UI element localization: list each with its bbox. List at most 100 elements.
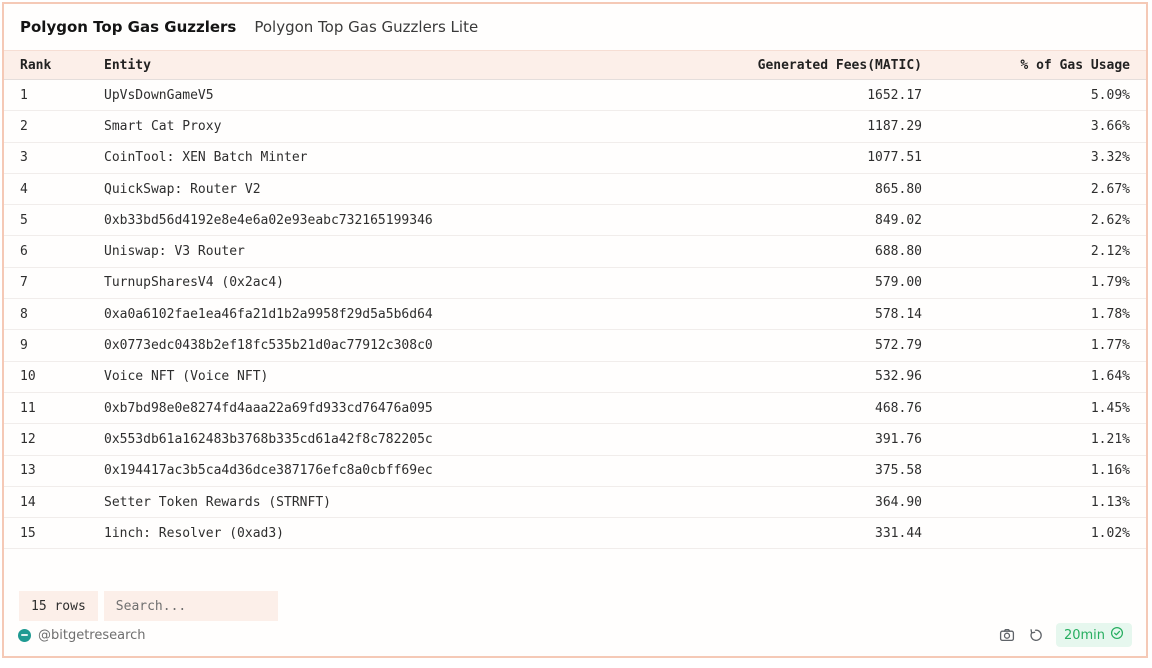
action-buttons: 20min xyxy=(999,623,1132,647)
cell-fees: 849.02 xyxy=(688,204,938,237)
cell-usage: 3.32% xyxy=(938,142,1146,174)
row-count-badge: 15 rows xyxy=(19,591,98,622)
cell-usage: 1.21% xyxy=(938,423,1146,456)
cell-usage: 1.45% xyxy=(938,392,1146,425)
refresh-history-button[interactable] xyxy=(1028,628,1043,643)
bottom-bar: @bitgetresearch xyxy=(4,619,1146,651)
gas-guzzlers-table: Rank Entity Generated Fees(MATIC) % of G… xyxy=(4,50,1146,550)
cell-usage: 1.78% xyxy=(938,298,1146,331)
cell-rank: 9 xyxy=(4,329,88,362)
column-header-usage[interactable]: % of Gas Usage xyxy=(938,50,1146,80)
cell-usage: 3.66% xyxy=(938,110,1146,143)
cell-fees: 364.90 xyxy=(688,486,938,519)
camera-icon xyxy=(999,627,1015,643)
cell-rank: 15 xyxy=(4,517,88,550)
search-input[interactable] xyxy=(103,591,278,622)
table-row: 2 Smart Cat Proxy 1187.29 3.66% xyxy=(4,110,1146,143)
watermark-handle: @bitgetresearch xyxy=(38,627,146,643)
table-row: 13 0x194417ac3b5ca4d36dce387176efc8a0cbff… xyxy=(4,455,1146,487)
cell-rank: 4 xyxy=(4,173,88,206)
table-row: 4 QuickSwap: Router V2 865.80 2.67% xyxy=(4,173,1146,206)
cell-rank: 14 xyxy=(4,486,88,519)
cell-usage: 2.12% xyxy=(938,235,1146,268)
tab-polygon-top-gas-guzzlers[interactable]: Polygon Top Gas Guzzlers xyxy=(20,18,237,36)
table-row: 15 1inch: Resolver (0xad3) 331.44 1.02% xyxy=(4,517,1146,550)
cell-entity: 0x553db61a162483b3768b335cd61a42f8c78220… xyxy=(88,423,688,456)
cell-entity: Uniswap: V3 Router xyxy=(88,235,688,268)
refresh-history-icon xyxy=(1028,628,1043,643)
table-row: 10 Voice NFT (Voice NFT) 532.96 1.64% xyxy=(4,361,1146,393)
table-row: 14 Setter Token Rewards (STRNFT) 364.90 1.1… xyxy=(4,486,1146,519)
cell-entity: Smart Cat Proxy xyxy=(88,110,688,143)
cell-usage: 1.16% xyxy=(938,455,1146,487)
table-row: 12 0x553db61a162483b3768b335cd61a42f8c782… xyxy=(4,423,1146,456)
cell-rank: 5 xyxy=(4,204,88,237)
cell-entity: CoinTool: XEN Batch Minter xyxy=(88,142,688,174)
cell-fees: 578.14 xyxy=(688,298,938,331)
cell-fees: 1652.17 xyxy=(688,79,938,112)
cell-fees: 331.44 xyxy=(688,517,938,550)
cell-fees: 688.80 xyxy=(688,235,938,268)
cell-rank: 1 xyxy=(4,79,88,112)
cell-entity: 0xb7bd98e0e8274fd4aaa22a69fd933cd76476a0… xyxy=(88,392,688,425)
cell-usage: 2.67% xyxy=(938,173,1146,206)
column-header-rank[interactable]: Rank xyxy=(4,50,88,80)
table-row: 1 UpVsDownGameV5 1652.17 5.09% xyxy=(4,79,1146,112)
cell-entity: QuickSwap: Router V2 xyxy=(88,173,688,206)
table-header-row: Rank Entity Generated Fees(MATIC) % of G… xyxy=(4,50,1146,80)
cell-fees: 468.76 xyxy=(688,392,938,425)
cell-usage: 5.09% xyxy=(938,79,1146,112)
cell-fees: 391.76 xyxy=(688,423,938,456)
refresh-interval-badge: 20min xyxy=(1055,623,1132,647)
cell-rank: 3 xyxy=(4,142,88,174)
table-row: 9 0x0773edc0438b2ef18fc535b21d0ac77912c30… xyxy=(4,329,1146,362)
cell-rank: 8 xyxy=(4,298,88,331)
table-controls: 15 rows xyxy=(19,591,1146,622)
cell-fees: 572.79 xyxy=(688,329,938,362)
cell-usage: 1.64% xyxy=(938,361,1146,393)
refresh-interval-label: 20min xyxy=(1063,627,1105,643)
cell-fees: 1187.29 xyxy=(688,110,938,143)
cell-usage: 1.13% xyxy=(938,486,1146,519)
query-result-panel: Polygon Top Gas Guzzlers Polygon Top Gas… xyxy=(2,2,1148,658)
cell-entity: Voice NFT (Voice NFT) xyxy=(88,361,688,393)
table-row: 6 Uniswap: V3 Router 688.80 2.12% xyxy=(4,235,1146,268)
tab-polygon-top-gas-guzzlers-lite[interactable]: Polygon Top Gas Guzzlers Lite xyxy=(254,18,479,36)
check-circle-icon xyxy=(1110,626,1124,644)
cell-rank: 11 xyxy=(4,392,88,425)
table-row: 7 TurnupSharesV4 (0x2ac4) 579.00 1.79% xyxy=(4,267,1146,300)
cell-fees: 1077.51 xyxy=(688,142,938,174)
watermark-link[interactable]: @bitgetresearch xyxy=(18,628,146,643)
cell-entity: UpVsDownGameV5 xyxy=(88,79,688,112)
cell-entity: 1inch: Resolver (0xad3) xyxy=(88,517,688,550)
table-row: 3 CoinTool: XEN Batch Minter 1077.51 3.32% xyxy=(4,142,1146,174)
cell-entity: 0xb33bd56d4192e8e4e6a02e93eabc7321651993… xyxy=(88,204,688,237)
cell-usage: 1.79% xyxy=(938,267,1146,300)
cell-entity: 0xa0a6102fae1ea46fa21d1b2a9958f29d5a5b6d… xyxy=(88,298,688,331)
table-row: 5 0xb33bd56d4192e8e4e6a02e93eabc732165199… xyxy=(4,204,1146,237)
screenshot-button[interactable] xyxy=(999,627,1015,643)
cell-rank: 12 xyxy=(4,423,88,456)
column-header-fees[interactable]: Generated Fees(MATIC) xyxy=(688,50,938,80)
cell-entity: 0x0773edc0438b2ef18fc535b21d0ac77912c308… xyxy=(88,329,688,362)
cell-rank: 10 xyxy=(4,361,88,393)
table-body: 1 UpVsDownGameV5 1652.17 5.09% 2 Smart Cat Pr… xyxy=(4,79,1146,550)
cell-rank: 2 xyxy=(4,110,88,143)
cell-entity: Setter Token Rewards (STRNFT) xyxy=(88,486,688,519)
cell-fees: 579.00 xyxy=(688,267,938,300)
column-header-entity[interactable]: Entity xyxy=(88,50,688,80)
cell-rank: 13 xyxy=(4,455,88,487)
cell-rank: 6 xyxy=(4,235,88,268)
cell-fees: 375.58 xyxy=(688,455,938,487)
cell-entity: 0x194417ac3b5ca4d36dce387176efc8a0cbff69… xyxy=(88,455,688,487)
watermark-avatar-icon xyxy=(18,628,31,642)
cell-usage: 1.77% xyxy=(938,329,1146,362)
cell-usage: 2.62% xyxy=(938,204,1146,237)
cell-usage: 1.02% xyxy=(938,517,1146,550)
cell-fees: 865.80 xyxy=(688,173,938,206)
table-row: 11 0xb7bd98e0e8274fd4aaa22a69fd933cd76476… xyxy=(4,392,1146,425)
table-row: 8 0xa0a6102fae1ea46fa21d1b2a9958f29d5a5b6… xyxy=(4,298,1146,331)
cell-fees: 532.96 xyxy=(688,361,938,393)
tab-bar: Polygon Top Gas Guzzlers Polygon Top Gas… xyxy=(4,4,1146,50)
cell-rank: 7 xyxy=(4,267,88,300)
